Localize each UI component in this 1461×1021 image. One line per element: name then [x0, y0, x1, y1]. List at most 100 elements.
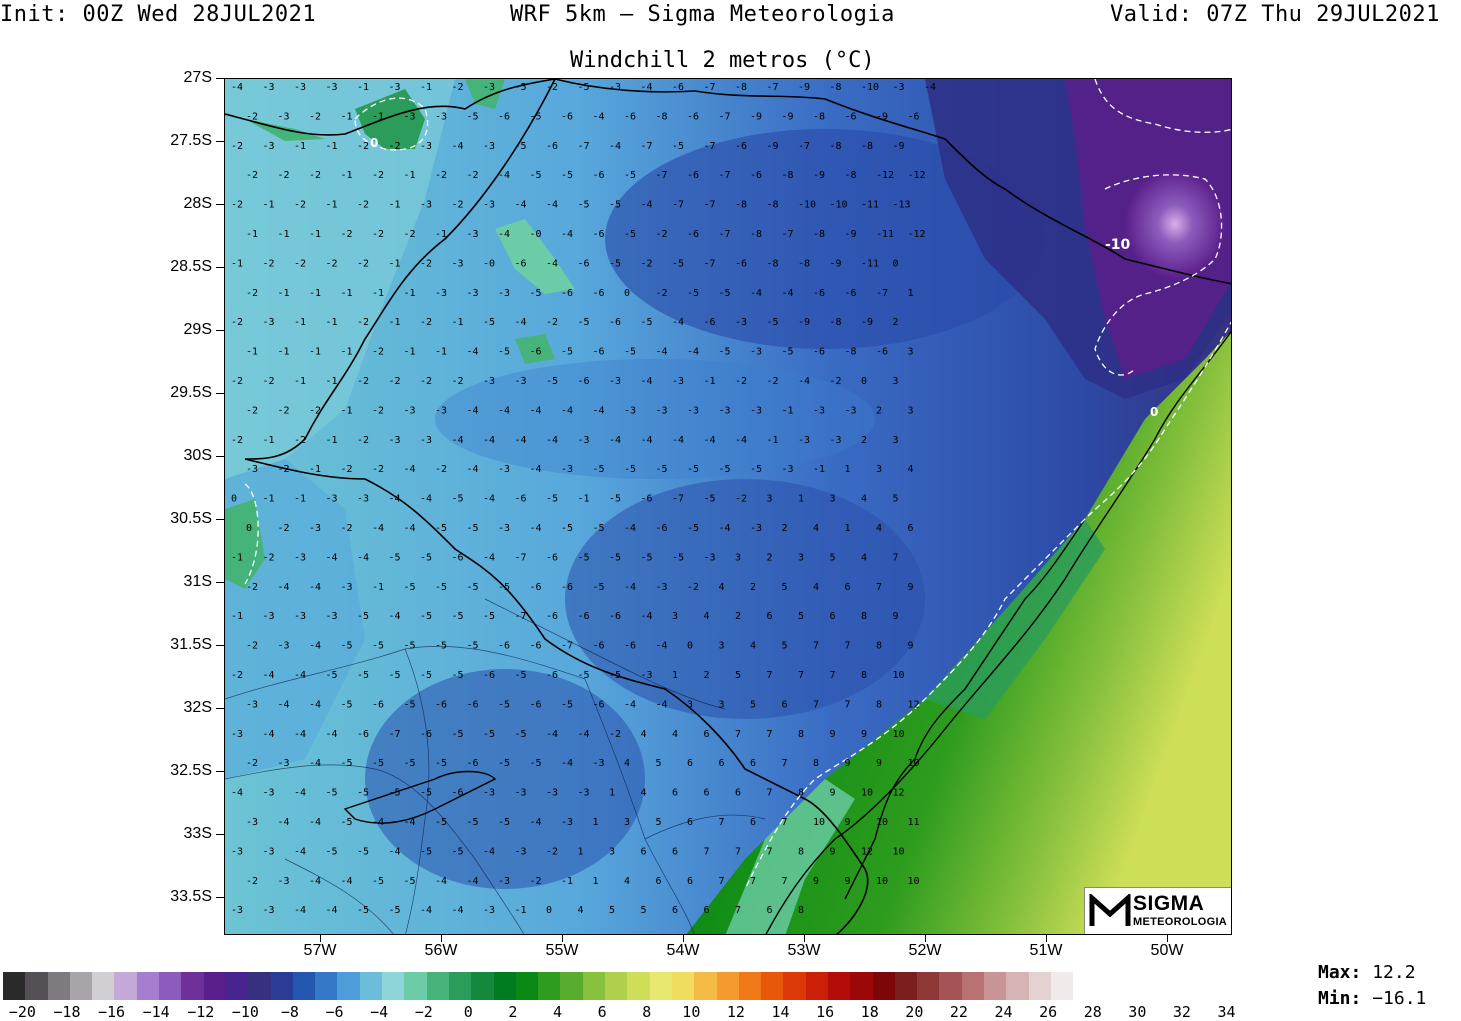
grid-value: -2 [246, 582, 258, 593]
grid-value: -9 [861, 317, 873, 328]
contour-label-zero: 0 [370, 136, 378, 150]
grid-value: -3 [404, 111, 416, 122]
grid-value: -1 [372, 288, 384, 299]
grid-value: -7 [782, 229, 794, 240]
grid-value: -6 [593, 347, 605, 358]
grid-value: -4 [530, 464, 542, 475]
grid-value: 6 [735, 788, 741, 799]
color-scale-cell [783, 972, 806, 1000]
grid-value: 7 [719, 876, 725, 887]
grid-value: -2 [294, 435, 306, 446]
grid-value: 7 [782, 758, 788, 769]
grid-value: -5 [656, 464, 668, 475]
grid-value: -5 [452, 846, 464, 857]
grid-value: -5 [404, 582, 416, 593]
grid-value: -1 [246, 347, 258, 358]
grid-value: -3 [498, 288, 510, 299]
grid-value: -9 [750, 111, 762, 122]
minus10-contour [1094, 79, 1231, 376]
grid-value: 1 [798, 494, 804, 505]
grid-value: -1 [309, 288, 321, 299]
grid-value: -5 [530, 758, 542, 769]
color-scale-cell [359, 972, 383, 1000]
grid-value: 10 [861, 788, 873, 799]
grid-value: -5 [719, 464, 731, 475]
grid-value: -11 [876, 229, 894, 240]
grid-value: -5 [357, 846, 369, 857]
grid-value: -1 [372, 582, 384, 593]
grid-value: 7 [830, 670, 836, 681]
grid-value: -5 [782, 347, 794, 358]
longitude-label: 56W [424, 942, 458, 959]
grid-value: -6 [735, 141, 747, 152]
color-scale-label: −6 [325, 1003, 344, 1021]
grid-value: 5 [735, 670, 741, 681]
color-scale-cell [292, 972, 316, 1000]
grid-value: -6 [609, 611, 621, 622]
grid-value: -1 [326, 376, 338, 387]
longitude-label: 50W [1150, 942, 1184, 959]
color-scale-cell [627, 972, 650, 1000]
color-scale-cell [225, 972, 249, 1000]
grid-value: 6 [908, 523, 914, 534]
grid-value: 9 [893, 611, 899, 622]
grid-value: -5 [530, 170, 542, 181]
min-stat: Min: −16.1 [1318, 988, 1426, 1009]
grid-value: -5 [435, 582, 447, 593]
color-scale-label: 4 [553, 1003, 563, 1021]
grid-value: 4 [624, 758, 630, 769]
grid-value: 6 [672, 788, 678, 799]
color-scale-cell [315, 972, 338, 1000]
grid-value: -0 [530, 229, 542, 240]
grid-value: -2 [687, 582, 699, 593]
grid-value: -8 [845, 170, 857, 181]
grid-value: 10 [893, 729, 905, 740]
color-scale-label: 24 [994, 1003, 1013, 1021]
grid-value: -4 [624, 582, 636, 593]
grid-value: 6 [767, 611, 773, 622]
grid-value: -12 [908, 229, 926, 240]
grid-value: -4 [309, 699, 321, 710]
grid-value: -6 [624, 111, 636, 122]
grid-value: -3 [498, 464, 510, 475]
grid-value: -4 [530, 817, 542, 828]
grid-value: -4 [546, 729, 558, 740]
grid-value: -4 [294, 846, 306, 857]
grid-value: -1 [231, 552, 243, 563]
grid-value: -3 [515, 376, 527, 387]
grid-value: 3 [767, 494, 773, 505]
grid-value: -4 [546, 258, 558, 269]
grid-value: -6 [735, 258, 747, 269]
grid-value: -4 [404, 817, 416, 828]
grid-value: -5 [546, 376, 558, 387]
latitude-label: 29S [183, 321, 212, 338]
grid-value: -4 [561, 405, 573, 416]
contour-label-minus10: -10 [1105, 237, 1131, 253]
grid-value: -2 [294, 258, 306, 269]
grid-value: -4 [467, 464, 479, 475]
color-scale-cell [605, 972, 628, 1000]
color-scale-cell [1006, 972, 1029, 1000]
latitude-label: 27.5S [170, 132, 212, 149]
grid-value: -5 [435, 523, 447, 534]
grid-value: -5 [687, 464, 699, 475]
grid-value: -5 [515, 141, 527, 152]
map-title: Windchill 2 metros (°C) [570, 48, 875, 73]
grid-value: -2 [309, 170, 321, 181]
color-scale-label: 8 [642, 1003, 652, 1021]
grid-value: -4 [498, 405, 510, 416]
grid-value: -3 [309, 523, 321, 534]
grid-value: -5 [467, 817, 479, 828]
grid-value: -1 [326, 317, 338, 328]
grid-value: 9 [845, 876, 851, 887]
grid-value: 2 [704, 670, 710, 681]
color-scale-cell [984, 972, 1007, 1000]
grid-value: 4 [876, 523, 882, 534]
grid-value: 6 [656, 876, 662, 887]
grid-value: 0 [861, 376, 867, 387]
grid-value: -5 [357, 905, 369, 916]
grid-value: -8 [735, 200, 747, 211]
grid-value: -3 [578, 435, 590, 446]
grid-value: -8 [750, 229, 762, 240]
grid-value: 7 [750, 876, 756, 887]
